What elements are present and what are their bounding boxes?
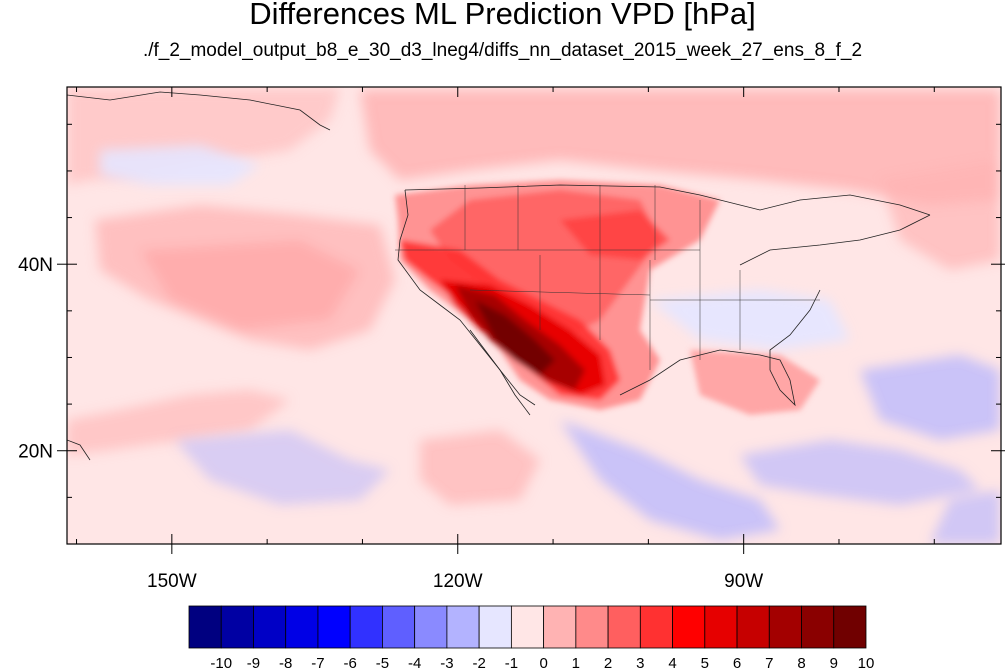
colorbar-swatch xyxy=(801,605,835,649)
colorbar-swatch xyxy=(349,605,383,649)
colorbar-swatch xyxy=(220,605,254,649)
lon-tick-label: 150W xyxy=(147,571,197,592)
colorbar-label: 3 xyxy=(636,655,644,672)
colorbar-swatch xyxy=(510,605,545,649)
colorbar: -10 -9 -8 -7 -6 -5 -4 -3 -2 -1 0 1 2 3 4 5 6 7 8 9 10 xyxy=(188,605,875,672)
colorbar-label: 6 xyxy=(733,655,741,672)
colorbar-swatch xyxy=(704,605,738,649)
colorbar-label: -2 xyxy=(472,655,485,672)
map-ticks: 150W 120W 90W 40N 20N xyxy=(18,87,1005,592)
lat-tick-label: 40N xyxy=(18,255,53,276)
state-borders xyxy=(395,185,820,370)
colorbar-label: 7 xyxy=(765,655,773,672)
lon-tick-label: 120W xyxy=(433,571,483,592)
colorbar-swatch xyxy=(478,605,512,649)
lon-tick-label: 90W xyxy=(724,571,763,592)
colorbar-label: 0 xyxy=(539,655,547,672)
colorbar-label: -8 xyxy=(279,655,292,672)
colorbar-swatch xyxy=(414,605,448,649)
colorbar-label: -9 xyxy=(247,655,260,672)
colorbar-swatch xyxy=(446,605,480,649)
colorbar-label: 4 xyxy=(668,655,676,672)
colorbar-label: -1 xyxy=(505,655,518,672)
map-subtitle: ./f_2_model_output_b8_e_30_d3_lneg4/diff… xyxy=(142,40,863,61)
field-land-positive xyxy=(395,180,820,415)
colorbar-swatch xyxy=(833,605,867,649)
map-plot-area xyxy=(67,87,1001,544)
colorbar-swatch xyxy=(639,605,673,649)
colorbar-swatch xyxy=(736,605,770,649)
colorbar-swatch xyxy=(253,605,287,649)
colorbar-label: -10 xyxy=(210,655,232,672)
colorbar-swatch xyxy=(285,605,319,649)
colorbar-label: -7 xyxy=(311,655,324,672)
coastlines xyxy=(67,91,931,461)
colorbar-label: 2 xyxy=(604,655,612,672)
colorbar-swatch xyxy=(317,605,351,649)
field-ocean-positive xyxy=(67,88,1000,505)
colorbar-label: 1 xyxy=(572,655,580,672)
colorbar-label: 10 xyxy=(858,655,875,672)
colorbar-swatch xyxy=(672,605,706,649)
colorbar-swatch xyxy=(543,605,577,649)
colorbar-swatch xyxy=(575,605,609,649)
colorbar-label: -6 xyxy=(344,655,357,672)
colorbar-label: 9 xyxy=(830,655,838,672)
colorbar-label: -4 xyxy=(408,655,421,672)
colorbar-swatch xyxy=(607,605,641,649)
colorbar-label: -3 xyxy=(440,655,453,672)
map-title: Differences ML Prediction VPD [hPa] xyxy=(249,0,756,31)
lat-tick-label: 20N xyxy=(18,442,53,463)
colorbar-swatch xyxy=(382,605,416,649)
colorbar-swatch xyxy=(768,605,802,649)
colorbar-label: 5 xyxy=(701,655,709,672)
colorbar-label: -5 xyxy=(376,655,389,672)
colorbar-swatch xyxy=(188,605,222,649)
map-frame xyxy=(66,86,1002,545)
colorbar-label: 8 xyxy=(797,655,805,672)
